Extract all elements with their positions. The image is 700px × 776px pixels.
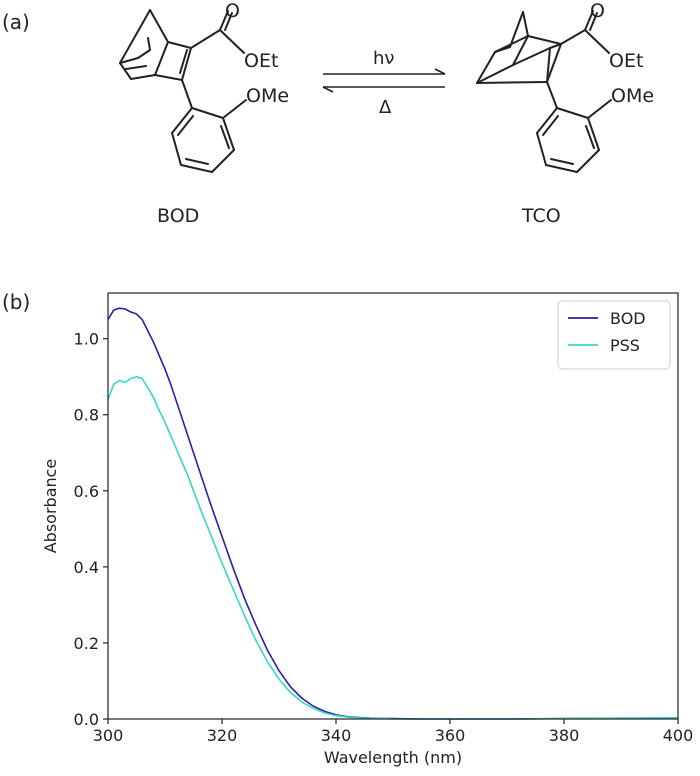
bod-structure: O OEt OMe (119, 0, 289, 173)
tco-ester-label: OEt (609, 50, 643, 72)
y-tick-label: 0.6 (74, 482, 99, 501)
legend: BOD PSS (557, 300, 671, 370)
y-tick-label: 1.0 (74, 330, 99, 349)
series-line-bod (107, 307, 679, 720)
y-tick-label: 0.8 (74, 406, 99, 425)
x-tick-label: 300 (93, 726, 124, 745)
series-line-pss (107, 375, 679, 720)
legend-label: PSS (610, 336, 640, 355)
arrow-forward-label: hν (373, 48, 394, 69)
x-axis-label: Wavelength (nm) (324, 748, 462, 767)
x-tick-label: 360 (435, 726, 466, 745)
plot-frame (107, 292, 679, 720)
bod-ome-label: OMe (246, 85, 289, 107)
tco-structure: O OEt OMe (476, 0, 654, 173)
x-tick-label: 320 (207, 726, 238, 745)
equilibrium-arrows: hν Δ (322, 48, 446, 118)
panel-b-label: (b) (2, 290, 31, 314)
legend-label: BOD (610, 309, 646, 328)
y-tick-label: 0.0 (74, 710, 99, 729)
x-tick-label: 400 (663, 726, 694, 745)
bod-name: BOD (157, 205, 200, 227)
y-axis-label: Absorbance (41, 459, 60, 554)
x-tick-label: 340 (321, 726, 352, 745)
y-tick-label: 0.2 (74, 634, 99, 653)
bod-carbonyl-o: O (225, 0, 240, 22)
tco-carbonyl-o: O (590, 0, 605, 22)
tco-name: TCO (522, 205, 561, 227)
arrow-reverse-label: Δ (379, 97, 392, 118)
panel-a-label: (a) (2, 10, 30, 34)
bod-ester-label: OEt (244, 50, 278, 72)
absorbance-chart: 300 320 340 360 380 400 0.0 0.2 0.4 0.6 0.8 1.0 Wav… (41, 292, 694, 767)
x-tick-label: 380 (549, 726, 580, 745)
tco-ome-label: OMe (611, 85, 654, 107)
y-tick-label: 0.4 (74, 558, 99, 577)
